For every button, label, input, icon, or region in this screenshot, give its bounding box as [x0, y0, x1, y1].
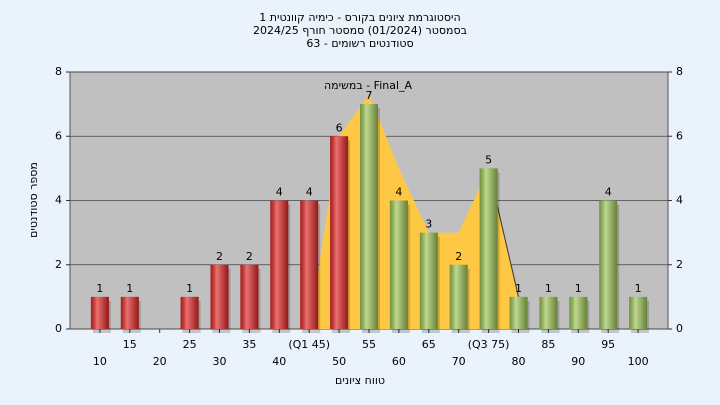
bar-shade [180, 296, 199, 329]
value-label: 4 [276, 186, 283, 199]
value-label: 1 [186, 282, 193, 295]
y-tick-label: 6 [55, 129, 62, 142]
y2-tick-label: 6 [676, 129, 683, 142]
bar-shade [120, 296, 139, 329]
value-label: 5 [485, 153, 492, 166]
y2-tick-label: 0 [676, 322, 683, 335]
bar-shade [360, 104, 378, 329]
bar-shade [479, 168, 498, 329]
y-tick-label: 4 [55, 194, 62, 207]
value-label: 1 [96, 282, 103, 295]
bar-shade [629, 296, 648, 329]
x-tick-label: 50 [332, 355, 346, 368]
x-tick-label: 15 [123, 338, 137, 351]
x-tick-label: 55 [362, 338, 376, 351]
x-tick-label: 35 [242, 338, 256, 351]
bar-shade [419, 232, 438, 329]
bar-shade [270, 200, 289, 329]
y-tick-label: 0 [55, 322, 62, 335]
y-tick-label: 2 [55, 258, 62, 271]
bar-shade [569, 296, 588, 329]
x-tick-label: 65 [422, 338, 436, 351]
bar-shade [599, 200, 618, 329]
value-label: 6 [336, 121, 343, 134]
value-label: 1 [575, 282, 582, 295]
value-label: 1 [515, 282, 522, 295]
x-axis-label: טווח ציונים [335, 374, 385, 387]
x-tick-label: 10 [93, 355, 107, 368]
value-label: 1 [545, 282, 552, 295]
x-tick-label: (Q1 45) [288, 338, 330, 351]
x-tick-label: (Q3 75) [468, 338, 510, 351]
bar-shade [389, 200, 408, 329]
value-label: 2 [216, 250, 223, 263]
x-tick-label: 25 [183, 338, 197, 351]
bar-shade [330, 136, 349, 329]
y-axis-label: מספר סטודנטים [27, 162, 40, 238]
value-label: 4 [605, 186, 612, 199]
bar-shade [449, 264, 468, 329]
value-label: 4 [395, 186, 402, 199]
y-tick-label: 8 [55, 65, 62, 78]
x-tick-label: 40 [272, 355, 286, 368]
x-tick-label: 70 [452, 355, 466, 368]
bar-shade [240, 264, 259, 329]
bar-shade [300, 200, 319, 329]
value-label: 2 [246, 250, 253, 263]
value-label: 2 [455, 250, 462, 263]
x-tick-label: 100 [628, 355, 649, 368]
x-tick-label: 30 [213, 355, 227, 368]
x-tick-label: 60 [392, 355, 406, 368]
bar-shade [509, 296, 528, 329]
annotation: במשימה - Final_A [324, 79, 413, 92]
x-tick-label: 20 [153, 355, 167, 368]
title-line: היסטוגרמת ציונים בקורס - כימיה קוונטית 1 [259, 11, 460, 24]
title-line: סטודנטים רשומים - 63 [306, 37, 413, 50]
bar-shade [90, 296, 109, 329]
x-tick-label: 90 [571, 355, 585, 368]
value-label: 7 [366, 89, 373, 102]
y2-tick-label: 8 [676, 65, 683, 78]
value-label: 4 [306, 186, 313, 199]
x-tick-label: 95 [601, 338, 615, 351]
value-label: 3 [425, 218, 432, 231]
bar-shade [539, 296, 558, 329]
bar-shade [210, 264, 229, 329]
title-line: בסמסטר (01/2024) סמסטר חורף 2024/25 [253, 24, 467, 37]
value-label: 1 [126, 282, 133, 295]
x-tick-label: 80 [512, 355, 526, 368]
y2-tick-label: 4 [676, 194, 683, 207]
value-label: 1 [635, 282, 642, 295]
x-tick-label: 85 [541, 338, 555, 351]
y2-tick-label: 2 [676, 258, 683, 271]
